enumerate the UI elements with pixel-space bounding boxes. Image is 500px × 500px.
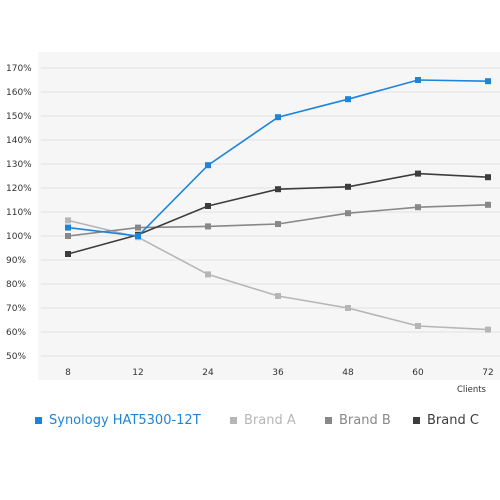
legend: Synology HAT5300-12T Brand A Brand B Brand …: [35, 413, 479, 428]
y-axis-ticks: 50% 60% 70% 80% 90% 100% 110% 120% 130% 140% 150% 1…: [6, 64, 32, 362]
x-tick-label: 72: [482, 368, 493, 378]
legend-label: Synology HAT5300-12T: [49, 413, 201, 428]
data-point: [415, 77, 421, 83]
legend-item: Synology HAT5300-12T: [35, 413, 201, 428]
data-point: [275, 293, 281, 299]
data-point: [65, 233, 71, 239]
legend-label: Brand A: [244, 413, 296, 428]
x-axis-ticks: 8 12 24 36 48 60 72: [65, 368, 494, 378]
y-tick-label: 150%: [6, 112, 32, 122]
data-point: [485, 174, 491, 181]
y-tick-label: 120%: [6, 184, 32, 194]
y-tick-label: 50%: [6, 352, 26, 362]
y-tick-label: 90%: [6, 256, 26, 266]
x-tick-label: 24: [202, 368, 214, 378]
legend-swatch: [35, 417, 42, 424]
grid-lines: [41, 67, 500, 357]
y-tick-label: 110%: [6, 208, 32, 218]
y-tick-label: 170%: [6, 64, 32, 74]
legend-item: Brand A: [230, 413, 296, 428]
data-point: [485, 78, 491, 85]
data-point: [205, 223, 211, 230]
data-point: [135, 233, 141, 239]
data-point: [345, 210, 351, 217]
data-point: [345, 96, 351, 103]
data-point: [65, 251, 71, 257]
y-tick-label: 60%: [6, 328, 26, 338]
y-tick-label: 160%: [6, 88, 32, 98]
x-tick-label: 12: [132, 368, 143, 378]
data-point: [345, 183, 351, 190]
data-point: [415, 323, 421, 329]
data-point: [65, 224, 71, 231]
legend-item: Brand C: [413, 413, 479, 428]
data-point: [485, 201, 491, 208]
series-lines: [65, 77, 491, 333]
series-brand-b: [65, 201, 491, 239]
data-point: [485, 326, 491, 333]
data-point: [275, 186, 281, 193]
data-point: [415, 170, 421, 177]
legend-label: Brand C: [427, 413, 479, 428]
x-tick-label: 60: [412, 368, 424, 378]
y-tick-label: 130%: [6, 160, 32, 170]
x-tick-label: 36: [272, 368, 284, 378]
legend-swatch: [413, 417, 420, 424]
data-point: [415, 204, 421, 211]
legend-swatch: [230, 417, 237, 424]
data-point: [275, 221, 281, 227]
series-synology-hat5300-12t: [65, 77, 491, 239]
legend-swatch: [325, 417, 332, 424]
data-point: [205, 271, 211, 278]
data-point: [205, 203, 211, 209]
data-point: [135, 224, 141, 231]
data-point: [205, 162, 211, 169]
x-tick-label: 48: [342, 368, 354, 378]
y-tick-label: 140%: [6, 136, 32, 146]
data-point: [275, 114, 281, 121]
legend-label: Brand B: [339, 413, 391, 428]
data-point: [65, 217, 71, 224]
legend-item: Brand B: [325, 413, 391, 428]
y-tick-label: 70%: [6, 304, 26, 314]
plot-area: [38, 52, 500, 380]
y-tick-label: 80%: [6, 280, 26, 290]
data-point: [345, 305, 351, 311]
y-tick-label: 100%: [6, 232, 32, 242]
x-axis-label: Clients: [457, 385, 487, 395]
x-tick-label: 8: [65, 368, 71, 378]
